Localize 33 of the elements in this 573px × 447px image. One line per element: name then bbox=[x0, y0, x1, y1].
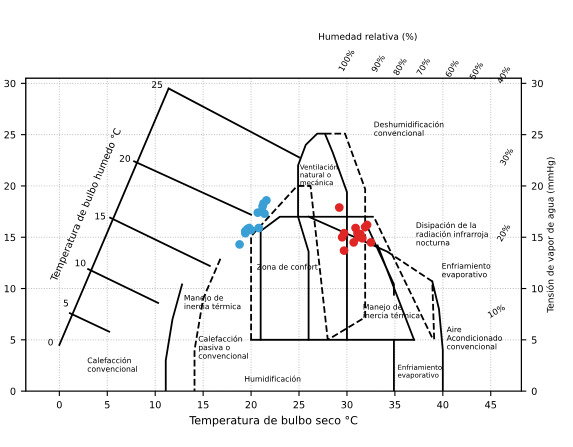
annotation: 15 bbox=[95, 212, 106, 220]
annotation: 0 bbox=[48, 338, 53, 346]
x-tick-label: 5 bbox=[104, 401, 110, 408]
y-tick-label: 10 bbox=[4, 285, 16, 292]
x-tick-label: 15 bbox=[198, 401, 208, 408]
y-tick-label: 0 bbox=[10, 388, 16, 395]
y-tick-label: 15 bbox=[4, 234, 16, 242]
x-tick-label: 20 bbox=[246, 401, 257, 408]
y-tick-label: 5 bbox=[10, 336, 16, 344]
x-tick-label: 25 bbox=[294, 401, 304, 408]
x-tick-label: 10 bbox=[150, 401, 161, 408]
y2-tick-label: 30 bbox=[532, 80, 543, 88]
y2-tick-label: 20 bbox=[532, 182, 543, 190]
x-tick-label: 30 bbox=[342, 401, 352, 408]
text: Humedad relativa (%) bbox=[319, 32, 417, 41]
y2-tick-label: 10 bbox=[532, 285, 543, 292]
annotation: 20 bbox=[120, 155, 130, 162]
y2-axis-title: Tensión de vapor de agua (mmHg) bbox=[546, 157, 556, 313]
x-tick-label: 0 bbox=[56, 401, 62, 408]
y2-tick-label: 5 bbox=[532, 336, 536, 344]
y2-tick-label: 0 bbox=[532, 388, 537, 395]
y-tick-label: 20 bbox=[4, 182, 16, 190]
x-tick-label: 35 bbox=[389, 401, 400, 408]
y2-tick-label: 15 bbox=[532, 234, 543, 242]
annotation: 5 bbox=[64, 300, 68, 306]
x-tick-label: 40 bbox=[437, 401, 448, 408]
y-tick-label: 30 bbox=[4, 80, 16, 88]
x-axis-title: Temperatura de bulbo seco °C bbox=[189, 416, 358, 427]
y-tick-label: 25 bbox=[4, 131, 16, 138]
annotation: 25 bbox=[152, 81, 162, 88]
annotation: 10% bbox=[487, 304, 506, 318]
x-tick-label: 45 bbox=[485, 401, 496, 408]
y2-tick-label: 25 bbox=[532, 131, 543, 138]
